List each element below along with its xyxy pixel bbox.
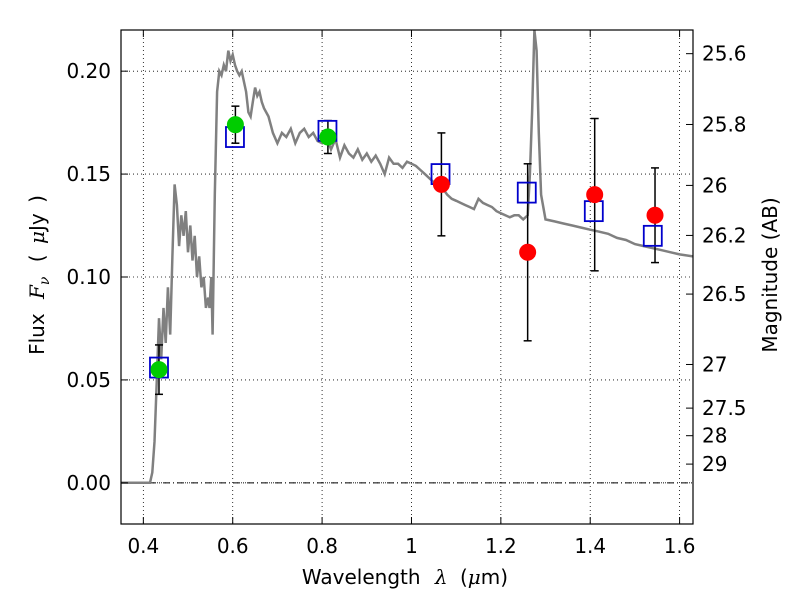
x-label-symbol: λ	[434, 565, 448, 589]
magnitude-tick-label: 26.5	[702, 282, 747, 306]
detection-point	[319, 128, 337, 146]
magnitude-tick-label: 25.6	[702, 42, 747, 66]
x-axis-label: Wavelength λ (μm)	[302, 565, 508, 589]
detection-point	[646, 206, 664, 224]
x-tick-label: 1	[405, 534, 418, 558]
magnitude-tick-label: 28	[702, 424, 727, 448]
detection-point	[586, 186, 604, 204]
y-tick-labels: 0.00 0.05 0.10 0.15 0.20	[66, 59, 111, 495]
y-label-unit-open: (	[25, 254, 49, 262]
x-tick-label: 0.4	[127, 534, 159, 558]
y-tick-label: 0.10	[66, 265, 111, 289]
x-tick-label: 1.6	[664, 534, 696, 558]
model-photometry-square	[516, 181, 537, 204]
magnitude-tick-label: 26.2	[702, 223, 747, 247]
y-tick-label: 0.05	[66, 368, 111, 392]
y-tick-label: 0.15	[66, 162, 111, 186]
y-label-unit-mu: μ	[25, 231, 49, 244]
magnitude-tick-label: 26	[702, 173, 727, 197]
detection-point	[432, 175, 450, 193]
plot-area	[121, 30, 693, 485]
x-label-unit-open: (	[460, 565, 468, 589]
x-tick-label: 0.8	[306, 534, 338, 558]
magnitude-tick-label: 27	[702, 352, 727, 376]
detection-point	[150, 361, 168, 379]
y-label-subscript: ν	[37, 276, 53, 285]
x-tick-label: 1.4	[574, 534, 606, 558]
x-tick-labels: 0.4 0.6 0.8 1 1.2 1.4 1.6	[127, 534, 695, 558]
y-label-unit-rest: Jy	[25, 213, 49, 233]
right-axis-label: Magnitude (AB)	[758, 197, 782, 352]
detection-point	[226, 116, 244, 134]
detection-points	[150, 116, 664, 379]
x-tick-label: 1.2	[485, 534, 517, 558]
y-label-unit-close: )	[25, 195, 49, 203]
x-label-unit-rest: m)	[481, 565, 508, 589]
magnitude-tick-labels: 25.6 25.8 26 26.2 26.5 27 27.5 28 29	[702, 42, 747, 476]
magnitude-tick-label: 27.5	[702, 396, 747, 420]
axis-ticks	[121, 30, 693, 524]
y-axis-label: Flux Fν ( μJy )	[25, 195, 54, 355]
magnitude-tick-label: 29	[702, 452, 727, 476]
y-label-symbol: F	[25, 284, 49, 300]
y-tick-label: 0.20	[66, 59, 111, 83]
detection-point	[519, 243, 537, 261]
magnitude-tick-label: 25.8	[702, 112, 747, 136]
x-tick-label: 0.6	[217, 534, 249, 558]
y-label-prefix: Flux	[25, 313, 49, 355]
model-photometry-square	[642, 224, 663, 247]
x-label-prefix: Wavelength	[302, 565, 421, 589]
y-tick-label: 0.00	[66, 471, 111, 495]
x-label-unit-mu: μ	[468, 565, 481, 589]
